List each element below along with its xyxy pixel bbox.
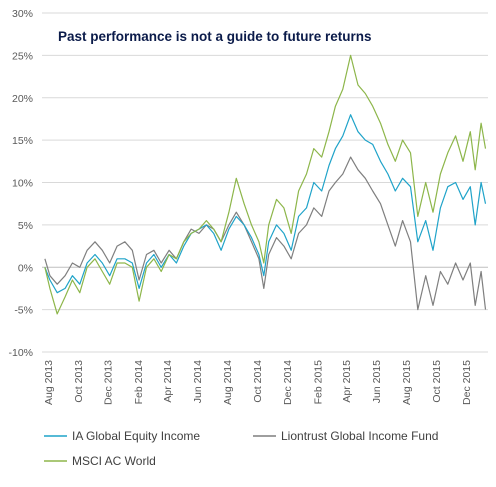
y-tick-label: 0% <box>18 262 33 274</box>
y-tick-label: -10% <box>8 347 33 359</box>
series-lines <box>44 54 487 315</box>
x-tick-label: Dec 2014 <box>282 360 294 405</box>
x-tick-label: Aug 2013 <box>43 360 55 405</box>
x-tick-label: Jun 2014 <box>192 360 204 403</box>
x-axis-tick-labels: Aug 2013 Oct 2013 Dec 2013 Feb 2014 Apr 2014… <box>43 360 473 405</box>
series-line <box>44 156 487 311</box>
x-tick-label: Feb 2015 <box>312 360 324 405</box>
y-axis-tick-labels: -10% -5% 0% 5% 10% 15% 20% 25% 30% <box>8 8 33 359</box>
x-tick-label: Apr 2015 <box>341 360 353 403</box>
y-tick-label: 30% <box>12 8 33 20</box>
legend-label: IA Global Equity Income <box>72 429 200 443</box>
y-tick-label: 15% <box>12 135 33 147</box>
x-tick-label: Dec 2015 <box>461 360 473 405</box>
series-line <box>44 114 487 294</box>
y-tick-label: 5% <box>18 220 33 232</box>
x-tick-label: Aug 2015 <box>401 360 413 405</box>
chart-title: Past performance is not a guide to futur… <box>58 29 372 44</box>
x-tick-label: Oct 2015 <box>431 360 443 403</box>
y-tick-label: 10% <box>12 178 33 190</box>
x-tick-label: Feb 2014 <box>133 360 145 405</box>
y-tick-label: 25% <box>12 50 33 62</box>
legend-label: Liontrust Global Income Fund <box>281 429 438 443</box>
legend-label: MSCI AC World <box>72 454 156 468</box>
series-line <box>44 54 487 315</box>
legend: IA Global Equity Income Liontrust Global … <box>44 429 438 468</box>
y-tick-label: -5% <box>14 305 33 317</box>
x-tick-label: Oct 2014 <box>252 360 264 403</box>
y-tick-label: 20% <box>12 93 33 105</box>
x-tick-label: Aug 2014 <box>222 360 234 405</box>
x-tick-label: Jun 2015 <box>371 360 383 403</box>
x-tick-label: Apr 2014 <box>162 360 174 403</box>
x-tick-label: Oct 2013 <box>73 360 85 403</box>
x-tick-label: Dec 2013 <box>103 360 115 405</box>
gridlines <box>42 12 488 353</box>
